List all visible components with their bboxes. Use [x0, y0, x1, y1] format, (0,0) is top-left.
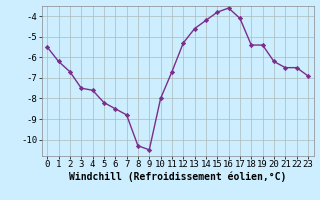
X-axis label: Windchill (Refroidissement éolien,°C): Windchill (Refroidissement éolien,°C): [69, 172, 286, 182]
